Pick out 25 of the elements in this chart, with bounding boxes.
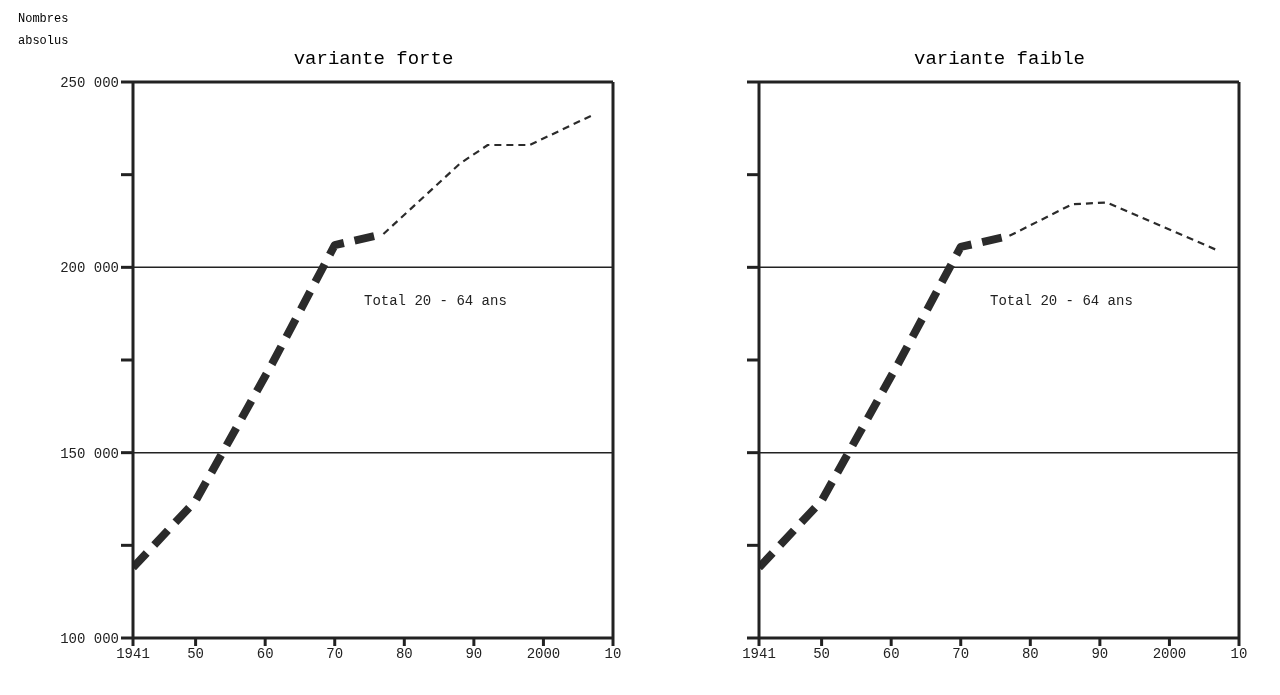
x-tick-label: 1941	[742, 645, 776, 662]
x-tick-label: 2000	[526, 645, 561, 662]
y-tick-label: 100 000	[60, 630, 119, 647]
annotation: Total 20 - 64 ans	[989, 293, 1133, 309]
x-tick-label: 70	[326, 645, 344, 662]
x-tick-label: 60	[882, 645, 900, 662]
x-tick-label: 80	[1021, 645, 1039, 662]
y-tick-label: 200 000	[60, 260, 119, 277]
x-tick-label: 10	[1230, 645, 1248, 662]
x-tick-label: 50	[187, 645, 205, 662]
x-tick-label: 90	[465, 645, 483, 662]
x-tick-label: 60	[256, 645, 274, 662]
chart-title: variante forte	[292, 48, 455, 70]
x-tick-label: 10	[604, 645, 622, 662]
annotation: Total 20 - 64 ans	[363, 293, 507, 309]
y-tick-label: 250 000	[60, 74, 119, 91]
x-tick-label: 90	[1091, 645, 1109, 662]
y-tick-label: 150 000	[60, 445, 119, 462]
x-tick-label: 1941	[116, 645, 150, 662]
y-axis-title: Nombres absolus	[18, 11, 70, 50]
x-tick-label: 50	[813, 645, 831, 662]
x-tick-label: 2000	[1152, 645, 1187, 662]
x-tick-label: 70	[952, 645, 970, 662]
x-tick-label: 80	[395, 645, 413, 662]
chart-title: variante faible	[913, 48, 1086, 70]
